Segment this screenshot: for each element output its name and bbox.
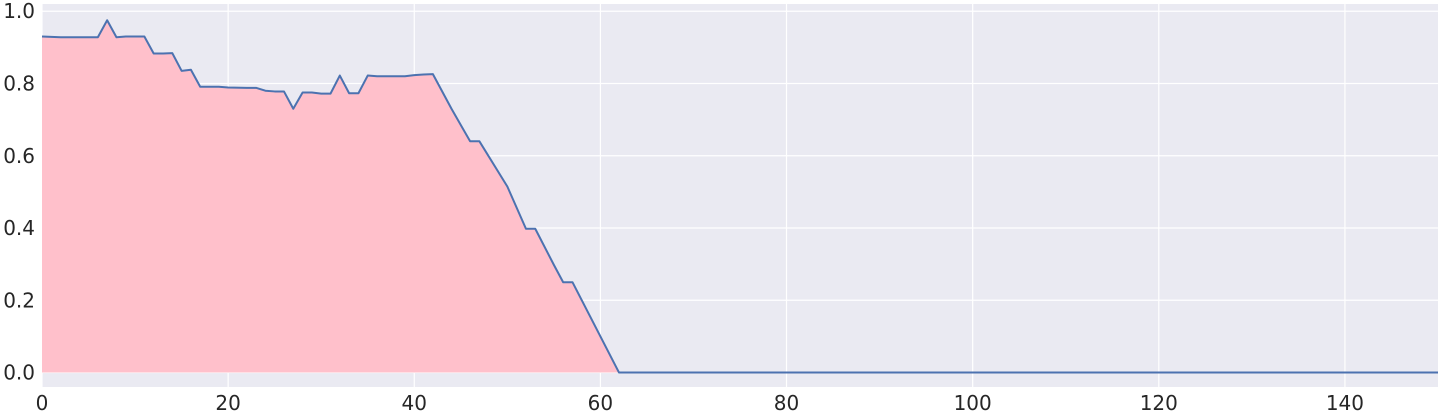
y-tick-label: 0.6: [3, 144, 35, 168]
x-tick-label: 60: [588, 391, 613, 415]
x-tick-label: 20: [215, 391, 240, 415]
series-line: [41, 19, 1438, 374]
x-tick-label: 0: [36, 391, 49, 415]
y-tick-label: 0.8: [3, 71, 35, 95]
y-tick-label: 0.0: [3, 361, 35, 385]
y-tick-label: 1.0: [3, 0, 35, 23]
x-tick-label: 80: [774, 391, 799, 415]
x-tick-label: 120: [1140, 391, 1178, 415]
x-axis-ticks: 0 20 40 60 80 100 120 140: [36, 391, 1364, 415]
area-fill: [42, 20, 620, 373]
y-tick-label: 0.2: [3, 288, 35, 312]
x-tick-label: 140: [1326, 391, 1364, 415]
x-tick-label: 100: [954, 391, 992, 415]
y-axis-ticks: 0.0 0.2 0.4 0.6 0.8 1.0: [3, 0, 35, 385]
y-tick-label: 0.4: [3, 216, 35, 240]
x-tick-label: 40: [402, 391, 427, 415]
